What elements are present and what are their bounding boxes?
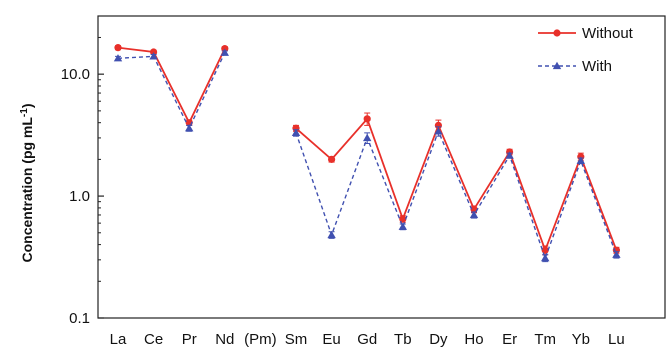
series-layer bbox=[113, 44, 621, 263]
data-point bbox=[434, 127, 443, 135]
data-point bbox=[114, 44, 122, 52]
data-point bbox=[185, 124, 194, 132]
x-tick-label: Gd bbox=[357, 331, 377, 348]
x-tick-label: Ho bbox=[464, 331, 483, 348]
y-tick-label: 10.0 bbox=[61, 66, 90, 83]
axes bbox=[97, 15, 666, 319]
data-point bbox=[469, 210, 479, 219]
data-point bbox=[220, 48, 229, 56]
x-tick-label: Er bbox=[502, 331, 517, 348]
x-tick-label: Ce bbox=[144, 331, 163, 348]
legend-marker bbox=[552, 61, 562, 70]
data-point bbox=[576, 156, 585, 164]
data-point bbox=[291, 128, 301, 137]
y-axis-label: Concentration (pg mL-1) bbox=[19, 103, 36, 262]
data-point bbox=[327, 230, 336, 239]
data-point bbox=[363, 115, 371, 123]
x-tick-label: (Pm) bbox=[244, 331, 277, 348]
series-line bbox=[295, 117, 618, 253]
x-tick-label: Lu bbox=[608, 331, 625, 348]
plot-frame bbox=[97, 15, 666, 319]
series-without bbox=[114, 44, 621, 256]
tick-labels: 0.1 1.0 10.0 La Ce Pr Nd (Pm) Sm Eu Gd Tb Dy Ho Er Tm Yb… bbox=[61, 66, 625, 348]
legend: Without With bbox=[538, 25, 634, 75]
y-axis-label-end: ) bbox=[19, 103, 35, 108]
x-tick-label: La bbox=[110, 331, 127, 348]
x-tick-label: Tb bbox=[394, 331, 412, 348]
x-tick-label: Tm bbox=[534, 331, 556, 348]
tick-marks bbox=[98, 36, 104, 319]
series-line bbox=[117, 52, 226, 130]
y-tick-label: 0.1 bbox=[69, 310, 90, 327]
data-point bbox=[328, 155, 336, 163]
x-tick-label: Dy bbox=[429, 331, 448, 348]
x-tick-label: Sm bbox=[285, 331, 308, 348]
data-point bbox=[541, 246, 549, 254]
legend-label: Without bbox=[582, 25, 634, 42]
data-point bbox=[612, 250, 621, 258]
series-line bbox=[117, 46, 226, 125]
data-point bbox=[399, 215, 407, 223]
data-point bbox=[150, 48, 158, 56]
y-tick-label: 1.0 bbox=[69, 188, 90, 205]
y-axis-label-sup: -1 bbox=[19, 108, 30, 117]
y-axis-label-main: Concentration (pg mL bbox=[19, 117, 35, 263]
data-point bbox=[113, 54, 123, 62]
data-point bbox=[363, 133, 372, 142]
data-point bbox=[541, 253, 550, 262]
series-line bbox=[295, 129, 618, 261]
x-tick-label: Yb bbox=[572, 331, 590, 348]
data-point bbox=[149, 52, 158, 60]
series-with bbox=[113, 48, 621, 263]
x-tick-label: Nd bbox=[215, 331, 234, 348]
data-point bbox=[398, 222, 407, 230]
x-tick-label: Pr bbox=[182, 331, 197, 348]
legend-marker bbox=[553, 29, 561, 37]
legend-label: With bbox=[582, 58, 612, 75]
x-tick-label: Eu bbox=[322, 331, 340, 348]
data-point bbox=[505, 151, 514, 159]
